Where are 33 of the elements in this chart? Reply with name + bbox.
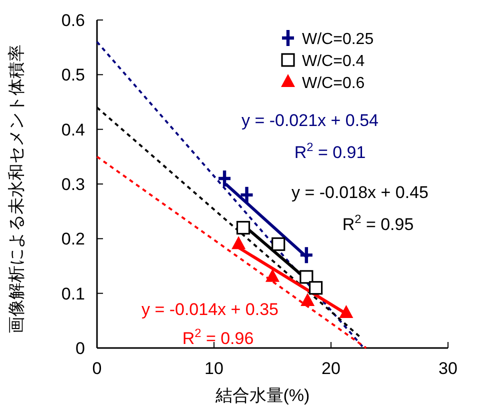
y-axis-title: 画像解析による未水和セメント体積率 bbox=[7, 44, 26, 334]
legend-label: W/C=0.4 bbox=[302, 53, 365, 70]
y-tick-label: 0.5 bbox=[61, 66, 85, 85]
point bbox=[300, 270, 314, 284]
x-tick-label: 20 bbox=[322, 359, 340, 378]
legend-label: W/C=0.6 bbox=[302, 75, 365, 92]
annotation: y = -0.021x + 0.54 bbox=[241, 111, 379, 130]
y-tick-label: 0.3 bbox=[61, 175, 85, 194]
x-tick-label: 0 bbox=[92, 359, 102, 378]
y-tick-label: 0.1 bbox=[61, 284, 85, 304]
point bbox=[266, 268, 280, 282]
point bbox=[300, 247, 312, 264]
point bbox=[308, 281, 323, 295]
legend-label: W/C=0.25 bbox=[302, 31, 374, 48]
point bbox=[300, 292, 315, 306]
annotation: y = -0.014x + 0.35 bbox=[141, 300, 279, 319]
annotation: y = -0.018x + 0.45 bbox=[291, 183, 429, 202]
x-tick-label: 30 bbox=[438, 359, 458, 378]
y-tick-label: 0.4 bbox=[61, 120, 85, 140]
point bbox=[236, 220, 250, 235]
x-axis-title: 結合水量(%) bbox=[214, 386, 310, 405]
point bbox=[218, 170, 231, 187]
y-tick-label: 0 bbox=[76, 339, 85, 358]
point bbox=[232, 236, 246, 250]
annotation: R$^{2}$ = 0.95 bbox=[342, 212, 414, 234]
point bbox=[339, 305, 354, 318]
point bbox=[272, 237, 286, 251]
x-tick-label: 10 bbox=[204, 359, 224, 378]
point bbox=[240, 186, 253, 203]
y-tick-label: 0.2 bbox=[61, 230, 85, 249]
annotation: R$^{2}$ = 0.96 bbox=[182, 326, 254, 348]
y-tick-label: 0.6 bbox=[61, 11, 85, 30]
annotation: R$^{2}$ = 0.91 bbox=[294, 140, 366, 162]
